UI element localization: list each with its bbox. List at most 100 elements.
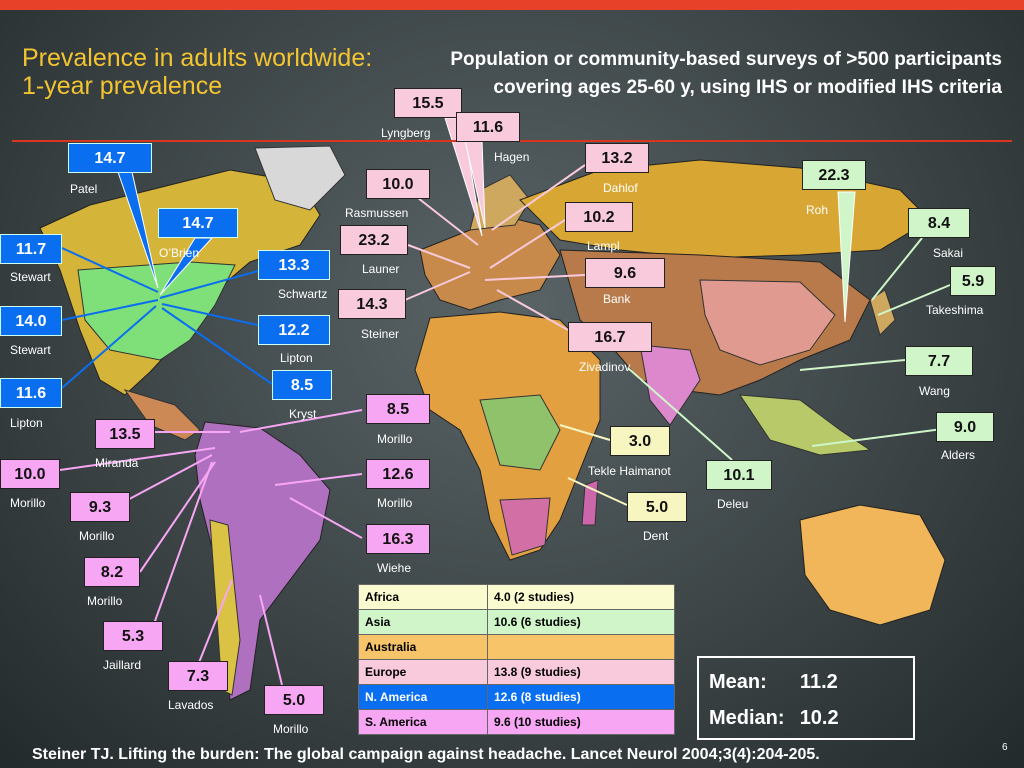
study-value-box: 14.3: [338, 289, 406, 319]
study-author-label: Miranda: [95, 456, 139, 470]
table-cell-region: Australia: [358, 634, 488, 660]
study-value-box: 16.3: [366, 524, 430, 554]
leader-sa-wiehe: [289, 497, 363, 539]
regional-summary-table: Africa 4.0 (2 studies) Asia 10.6 (6 stud…: [358, 584, 675, 735]
study-author-label: Lipton: [280, 351, 313, 365]
leader-sa-jaillard: [149, 461, 213, 636]
leader-na-obrien: [159, 237, 214, 296]
table-row: N. America 12.6 (8 studies): [358, 684, 675, 710]
study-author-label: Steiner: [361, 327, 400, 341]
study-author-label: Bank: [603, 292, 631, 306]
study-value-box: 15.5: [394, 88, 462, 118]
leader-sa-morillo4: [259, 594, 283, 686]
leader-eu-dahlof: [491, 164, 586, 231]
greenland-landmass: [254, 145, 346, 211]
table-cell-value: 9.6 (10 studies): [487, 709, 675, 735]
slide-number: 6: [1002, 742, 1008, 753]
study-author-label: Stewart: [10, 343, 51, 357]
leader-as-alders: [811, 427, 951, 447]
study-author-label: Schwartz: [278, 287, 328, 301]
study-author-label: Patel: [70, 182, 98, 196]
leader-sa-morillo5: [239, 409, 363, 433]
study-author-label: Jaillard: [103, 658, 142, 672]
study-value-box: 8.4: [908, 208, 970, 238]
study-value-box: 11.7: [0, 234, 62, 264]
table-cell-region: N. America: [358, 684, 488, 710]
leader-as-sakai: [871, 237, 923, 301]
central-africa-region: [479, 394, 561, 471]
study-author-label: Lipton: [10, 416, 43, 430]
study-author-label: Morillo: [273, 722, 309, 736]
study-author-label: Morillo: [87, 594, 123, 608]
table-cell-region: S. America: [358, 709, 488, 735]
leader-sa-morillo3: [139, 461, 216, 573]
leader-eu-lyngberg: [444, 117, 483, 237]
india-landmass: [639, 344, 701, 426]
median-label: Median:: [709, 707, 785, 729]
table-cell-value: 4.0 (2 studies): [487, 584, 675, 610]
leader-eu-launer: [407, 244, 471, 269]
study-author-label: Lampl: [587, 239, 620, 253]
study-value-box: 16.7: [568, 322, 652, 352]
study-value-box: 9.0: [936, 412, 994, 442]
study-author-label: Roh: [806, 203, 829, 217]
study-author-label: Lavados: [168, 698, 214, 712]
table-cell-region: Asia: [358, 609, 488, 635]
study-value-box: 10.2: [565, 202, 633, 232]
study-value-box: 14.7: [158, 208, 238, 238]
leader-eu-steiner: [404, 271, 471, 301]
study-value-box: 5.3: [103, 621, 163, 651]
study-author-label: Launer: [362, 262, 400, 276]
study-author-label: Wiehe: [377, 561, 412, 575]
leader-sa-lavados: [197, 579, 233, 666]
leader-as-deleu: [627, 367, 733, 461]
study-author-label: Deleu: [717, 497, 749, 511]
median-row: Median: 10.2: [709, 700, 903, 736]
madagascar-landmass: [581, 479, 599, 526]
study-value-box: 13.3: [258, 250, 330, 280]
leader-as-takeshima: [877, 284, 951, 316]
study-value-box: 22.3: [802, 160, 866, 190]
study-value-box: 7.3: [168, 661, 228, 691]
table-row: Europe 13.8 (9 studies): [358, 659, 675, 685]
china-landmass: [699, 279, 836, 366]
leader-af-dent: [567, 477, 628, 506]
study-author-label: Tekle Haimanot: [588, 464, 671, 478]
study-author-label: Zivadinov: [579, 360, 631, 374]
study-author-label: Stewart: [10, 270, 51, 284]
page-subtitle: Population or community-based surveys of…: [450, 49, 1002, 98]
table-row: Asia 10.6 (6 studies): [358, 609, 675, 635]
study-author-label: Wang: [919, 384, 950, 398]
leader-as-wang: [799, 359, 906, 371]
leader-as-roh: [837, 191, 856, 323]
leader-af-tekle: [559, 424, 611, 441]
study-value-box: 11.6: [0, 378, 62, 408]
study-value-box: 14.0: [0, 306, 62, 336]
study-author-label: Dahlof: [603, 181, 638, 195]
table-row: Africa 4.0 (2 studies): [358, 584, 675, 610]
mean-value: 11.2: [799, 671, 838, 693]
summary-stats-box: Mean: 11.2 Median: 10.2: [697, 656, 915, 740]
study-author-label: Hagen: [494, 150, 530, 164]
leader-na-lipton2: [61, 305, 157, 389]
study-value-box: 5.0: [627, 492, 687, 522]
study-value-box: 9.3: [70, 492, 130, 522]
study-value-box: 8.5: [272, 370, 332, 400]
study-author-label: Morillo: [10, 496, 46, 510]
leader-na-kryst: [161, 307, 273, 385]
study-value-box: 14.7: [68, 143, 152, 173]
study-value-box: 8.2: [84, 557, 140, 587]
citation-footer: Steiner TJ. Lifting the burden: The glob…: [32, 746, 820, 763]
study-author-label: Morillo: [377, 496, 413, 510]
southeast-asia-landmass: [739, 394, 872, 456]
table-cell-value: 13.8 (9 studies): [487, 659, 675, 685]
leader-eu-bank: [484, 274, 586, 281]
table-cell-value: [487, 634, 675, 660]
table-cell-value: 12.6 (8 studies): [487, 684, 675, 710]
mean-row: Mean: 11.2: [709, 664, 903, 700]
study-value-box: 5.9: [950, 266, 996, 296]
leader-sa-morillo6: [274, 473, 363, 486]
study-author-label: O’Brien: [159, 246, 200, 260]
leader-eu-rasmussen: [417, 197, 479, 246]
study-author-label: Rasmussen: [345, 206, 409, 220]
